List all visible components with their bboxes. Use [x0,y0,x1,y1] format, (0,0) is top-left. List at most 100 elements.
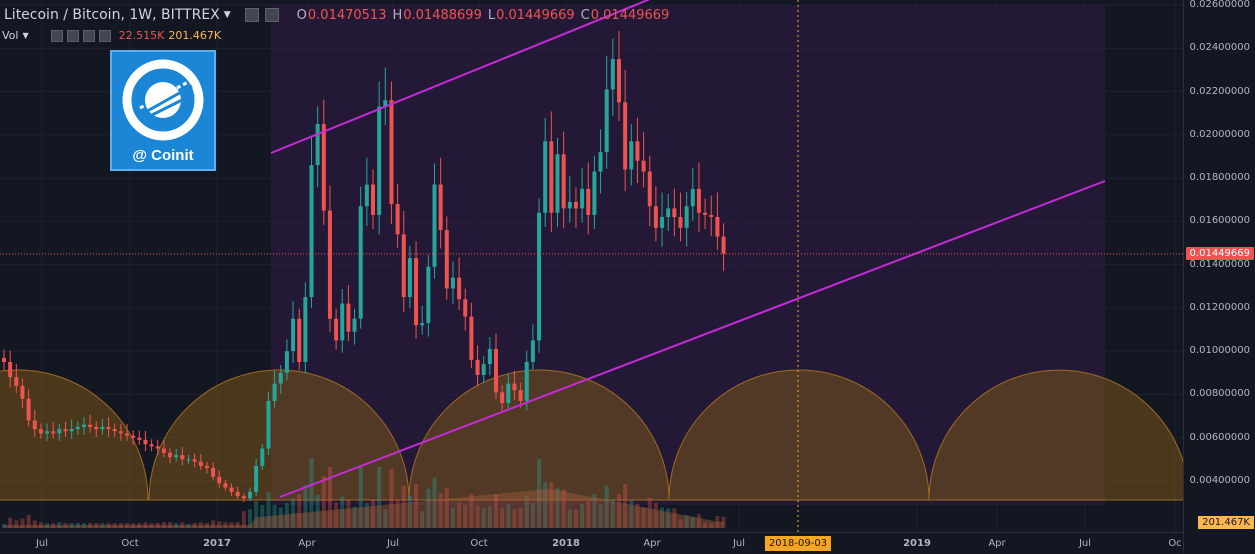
time-tick-label: Apr [298,538,316,549]
candle-body [530,340,535,362]
candle-body [131,435,136,438]
candle-body [358,206,363,319]
volume-bar [475,505,480,528]
candle-body [592,171,597,215]
volume-bar [315,494,320,528]
time-axis[interactable]: Jul Oct 2017 Apr Jul Oct 2018 Apr Jul 2019 Apr Jul O… [0,532,1183,554]
candle-body [629,141,634,170]
volume-bar [364,503,369,528]
volume-bar [186,524,191,528]
volume-bar [653,503,658,528]
settings-icon[interactable] [244,8,259,22]
candle-body [284,351,289,373]
volume-bar [69,523,74,528]
volume-dropdown-icon[interactable]: ▼ [22,31,29,40]
volume-bar [321,476,326,528]
volume-bar [254,501,259,528]
symbol-title[interactable]: Litecoin / Bitcoin, 1W, BITTREX [4,7,220,23]
volume-bar [672,508,677,528]
candle-body [149,444,154,447]
volume-bar [20,518,25,528]
cycle-arc-1 [148,369,410,501]
candle-body [57,429,62,434]
candle-body [8,362,13,378]
volume-bar [235,522,240,528]
candle-body [586,188,591,215]
chart-pane[interactable]: Litecoin / Bitcoin, 1W, BITTREX ▼ O0.014… [0,0,1183,532]
candle-body [217,476,222,484]
candle-body [549,141,554,213]
volume-visibility-icon[interactable] [50,29,63,42]
candle-body [641,160,646,172]
volume-bar [641,507,646,528]
volume-settings-icon[interactable] [66,29,79,42]
price-tick-label: 0.00600000 [1189,431,1250,443]
volume-legend: Vol ▼ 22.515K 201.467K [2,29,221,42]
volume-bar [401,485,406,528]
candle-body [610,59,615,90]
candle-body [555,154,560,213]
candle-body [426,266,431,324]
candle-body [241,496,246,499]
current-price-badge: 0.01449669 [1185,246,1254,260]
cycle-arc-4 [928,369,1183,501]
price-axis[interactable]: 0.02600000 0.02400000 0.02200000 0.02000000… [1183,0,1255,553]
volume-bar [666,508,671,528]
volume-bar [38,522,43,528]
candle-body [198,461,203,466]
volume-bar [260,504,265,528]
candle-body [401,234,406,298]
candle-body [112,429,117,432]
symbol-dropdown-icon[interactable]: ▼ [223,10,231,20]
price-tick-label: 0.02000000 [1189,128,1250,140]
volume-label[interactable]: Vol [2,29,19,42]
volume-bar [112,523,117,528]
volume-bar [494,494,498,528]
volume-close-icon[interactable] [98,29,111,42]
candle-body [623,102,628,170]
volume-bar [358,465,363,528]
candle-body [469,316,474,360]
candle-body [512,383,517,391]
hide-icon[interactable] [264,8,279,22]
volume-bar [450,507,455,528]
candle-body [2,357,6,362]
candle-body [463,299,468,317]
volume-bar [426,488,431,528]
volume-bar [617,494,621,528]
price-tick-label: 0.00400000 [1189,475,1250,486]
price-chart[interactable] [0,0,1183,532]
price-tick-label: 0.01200000 [1189,301,1250,313]
volume-source-icon[interactable] [82,29,95,42]
candle-body [334,318,339,341]
candle-body [235,491,240,497]
volume-bar [352,506,357,528]
volume-bar [481,507,486,528]
time-tick-label: Oct [470,538,488,549]
symbol-legend: Litecoin / Bitcoin, 1W, BITTREX ▼ O0.014… [4,5,669,25]
volume-bar [204,523,209,528]
candle-body [573,201,578,209]
ohlc-high: H0.01488699 [392,7,482,23]
candle-body [364,184,369,207]
candle-body [395,204,400,235]
volume-bar [383,509,388,528]
candle-body [297,318,302,362]
channel-lower-line [279,180,1106,498]
candle-body [100,426,105,430]
volume-bar [88,523,93,528]
candle-body [352,318,357,332]
candle-body [94,426,99,430]
candle-body [229,487,234,492]
volume-bar [487,505,492,528]
candle-body [254,465,259,492]
volume-bar [75,523,80,528]
candle-body [88,424,93,427]
candle-body [666,208,671,218]
candle-body [75,426,80,430]
candle-body [26,398,31,421]
cycle-arc-3 [668,369,930,501]
candle-body [38,429,43,434]
candle-body [475,359,480,375]
volume-bar [211,520,216,528]
